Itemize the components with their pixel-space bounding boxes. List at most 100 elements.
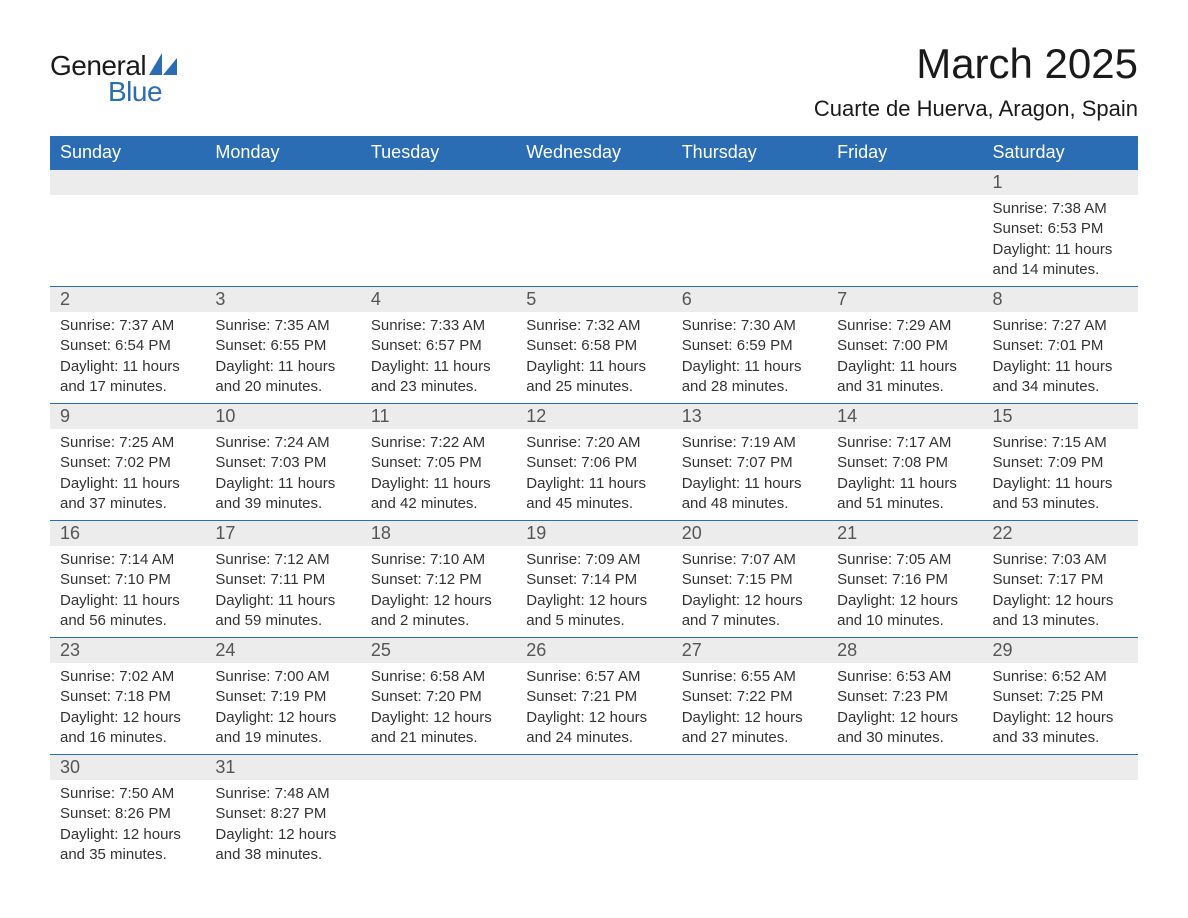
day-cell-number: 29 xyxy=(983,638,1138,664)
sunset-line: Sunset: 7:05 PM xyxy=(371,453,506,473)
sunset-line: Sunset: 7:02 PM xyxy=(60,453,195,473)
day-cell-number: 6 xyxy=(672,287,827,313)
day-number: 25 xyxy=(361,638,516,663)
day-cell-data: Sunrise: 7:25 AMSunset: 7:02 PMDaylight:… xyxy=(50,429,205,521)
sunrise-line: Sunrise: 7:17 AM xyxy=(837,433,972,453)
day-cell-data: Sunrise: 7:05 AMSunset: 7:16 PMDaylight:… xyxy=(827,546,982,638)
day-cell-data: Sunrise: 6:55 AMSunset: 7:22 PMDaylight:… xyxy=(672,663,827,755)
sunrise-line: Sunrise: 7:20 AM xyxy=(526,433,661,453)
day-number: 19 xyxy=(516,521,671,546)
day-number: 1 xyxy=(983,170,1138,195)
day-details: Sunrise: 6:52 AMSunset: 7:25 PMDaylight:… xyxy=(983,663,1138,754)
daylight-line: Daylight: 12 hours and 2 minutes. xyxy=(371,591,506,632)
day-details: Sunrise: 7:37 AMSunset: 6:54 PMDaylight:… xyxy=(50,312,205,403)
day-number: 3 xyxy=(205,287,360,312)
daynum-row: 23242526272829 xyxy=(50,638,1138,664)
day-number: 26 xyxy=(516,638,671,663)
title-block: March 2025 Cuarte de Huerva, Aragon, Spa… xyxy=(814,40,1138,122)
day-cell-data: Sunrise: 7:38 AMSunset: 6:53 PMDaylight:… xyxy=(983,195,1138,287)
day-number: 23 xyxy=(50,638,205,663)
day-number: 31 xyxy=(205,755,360,780)
daylight-line: Daylight: 12 hours and 5 minutes. xyxy=(526,591,661,632)
sunrise-line: Sunrise: 7:15 AM xyxy=(993,433,1128,453)
day-cell-number: 2 xyxy=(50,287,205,313)
daynum-row: 3031 xyxy=(50,755,1138,781)
sunrise-line: Sunrise: 7:22 AM xyxy=(371,433,506,453)
day-cell-data: Sunrise: 7:14 AMSunset: 7:10 PMDaylight:… xyxy=(50,546,205,638)
daydata-row: Sunrise: 7:37 AMSunset: 6:54 PMDaylight:… xyxy=(50,312,1138,404)
day-cell-data: Sunrise: 7:30 AMSunset: 6:59 PMDaylight:… xyxy=(672,312,827,404)
sunrise-line: Sunrise: 7:07 AM xyxy=(682,550,817,570)
day-cell-data: Sunrise: 6:58 AMSunset: 7:20 PMDaylight:… xyxy=(361,663,516,755)
location-label: Cuarte de Huerva, Aragon, Spain xyxy=(814,96,1138,122)
sunset-line: Sunset: 7:21 PM xyxy=(526,687,661,707)
sunrise-line: Sunrise: 7:09 AM xyxy=(526,550,661,570)
day-number: 27 xyxy=(672,638,827,663)
weekday-header: Saturday xyxy=(983,136,1138,170)
day-number: 21 xyxy=(827,521,982,546)
day-cell-data: Sunrise: 7:29 AMSunset: 7:00 PMDaylight:… xyxy=(827,312,982,404)
day-cell-number: 12 xyxy=(516,404,671,430)
sunset-line: Sunset: 7:16 PM xyxy=(837,570,972,590)
daydata-row: Sunrise: 7:50 AMSunset: 8:26 PMDaylight:… xyxy=(50,780,1138,871)
day-cell-data xyxy=(983,780,1138,871)
sunset-line: Sunset: 7:17 PM xyxy=(993,570,1128,590)
day-details: Sunrise: 7:25 AMSunset: 7:02 PMDaylight:… xyxy=(50,429,205,520)
day-cell-number: 1 xyxy=(983,170,1138,196)
day-cell-number xyxy=(827,755,982,781)
day-cell-number: 31 xyxy=(205,755,360,781)
day-cell-data xyxy=(516,780,671,871)
sunset-line: Sunset: 6:59 PM xyxy=(682,336,817,356)
sunrise-line: Sunrise: 7:38 AM xyxy=(993,199,1128,219)
daylight-line: Daylight: 11 hours and 31 minutes. xyxy=(837,357,972,398)
daylight-line: Daylight: 12 hours and 33 minutes. xyxy=(993,708,1128,749)
sunset-line: Sunset: 7:07 PM xyxy=(682,453,817,473)
day-cell-number xyxy=(516,755,671,781)
day-cell-data xyxy=(361,195,516,287)
weekday-header: Wednesday xyxy=(516,136,671,170)
sunrise-line: Sunrise: 7:33 AM xyxy=(371,316,506,336)
sunrise-line: Sunrise: 6:57 AM xyxy=(526,667,661,687)
daynum-row: 9101112131415 xyxy=(50,404,1138,430)
sunset-line: Sunset: 7:06 PM xyxy=(526,453,661,473)
daylight-line: Daylight: 12 hours and 19 minutes. xyxy=(215,708,350,749)
daylight-line: Daylight: 11 hours and 51 minutes. xyxy=(837,474,972,515)
day-cell-data: Sunrise: 7:24 AMSunset: 7:03 PMDaylight:… xyxy=(205,429,360,521)
day-cell-number xyxy=(827,170,982,196)
sunset-line: Sunset: 6:57 PM xyxy=(371,336,506,356)
day-details: Sunrise: 7:03 AMSunset: 7:17 PMDaylight:… xyxy=(983,546,1138,637)
day-details: Sunrise: 7:07 AMSunset: 7:15 PMDaylight:… xyxy=(672,546,827,637)
day-cell-number xyxy=(672,755,827,781)
day-details: Sunrise: 7:14 AMSunset: 7:10 PMDaylight:… xyxy=(50,546,205,637)
day-cell-number: 3 xyxy=(205,287,360,313)
day-cell-number: 14 xyxy=(827,404,982,430)
sunset-line: Sunset: 7:11 PM xyxy=(215,570,350,590)
day-cell-data: Sunrise: 6:52 AMSunset: 7:25 PMDaylight:… xyxy=(983,663,1138,755)
sunset-line: Sunset: 7:10 PM xyxy=(60,570,195,590)
sunrise-line: Sunrise: 7:12 AM xyxy=(215,550,350,570)
day-cell-data: Sunrise: 7:03 AMSunset: 7:17 PMDaylight:… xyxy=(983,546,1138,638)
sunset-line: Sunset: 6:55 PM xyxy=(215,336,350,356)
daylight-line: Daylight: 12 hours and 13 minutes. xyxy=(993,591,1128,632)
day-cell-data: Sunrise: 7:02 AMSunset: 7:18 PMDaylight:… xyxy=(50,663,205,755)
day-details: Sunrise: 7:27 AMSunset: 7:01 PMDaylight:… xyxy=(983,312,1138,403)
day-number: 15 xyxy=(983,404,1138,429)
day-cell-data xyxy=(50,195,205,287)
sunset-line: Sunset: 7:00 PM xyxy=(837,336,972,356)
brand-logo: General Blue xyxy=(50,50,177,108)
day-details: Sunrise: 7:12 AMSunset: 7:11 PMDaylight:… xyxy=(205,546,360,637)
day-details: Sunrise: 7:33 AMSunset: 6:57 PMDaylight:… xyxy=(361,312,516,403)
daylight-line: Daylight: 12 hours and 38 minutes. xyxy=(215,825,350,866)
day-cell-data: Sunrise: 7:48 AMSunset: 8:27 PMDaylight:… xyxy=(205,780,360,871)
day-cell-data: Sunrise: 7:37 AMSunset: 6:54 PMDaylight:… xyxy=(50,312,205,404)
sunset-line: Sunset: 6:54 PM xyxy=(60,336,195,356)
day-cell-number xyxy=(983,755,1138,781)
daylight-line: Daylight: 12 hours and 24 minutes. xyxy=(526,708,661,749)
day-details: Sunrise: 7:50 AMSunset: 8:26 PMDaylight:… xyxy=(50,780,205,871)
day-cell-data xyxy=(361,780,516,871)
sunset-line: Sunset: 7:23 PM xyxy=(837,687,972,707)
daylight-line: Daylight: 11 hours and 23 minutes. xyxy=(371,357,506,398)
sunrise-line: Sunrise: 7:32 AM xyxy=(526,316,661,336)
day-cell-number: 8 xyxy=(983,287,1138,313)
sunset-line: Sunset: 7:25 PM xyxy=(993,687,1128,707)
